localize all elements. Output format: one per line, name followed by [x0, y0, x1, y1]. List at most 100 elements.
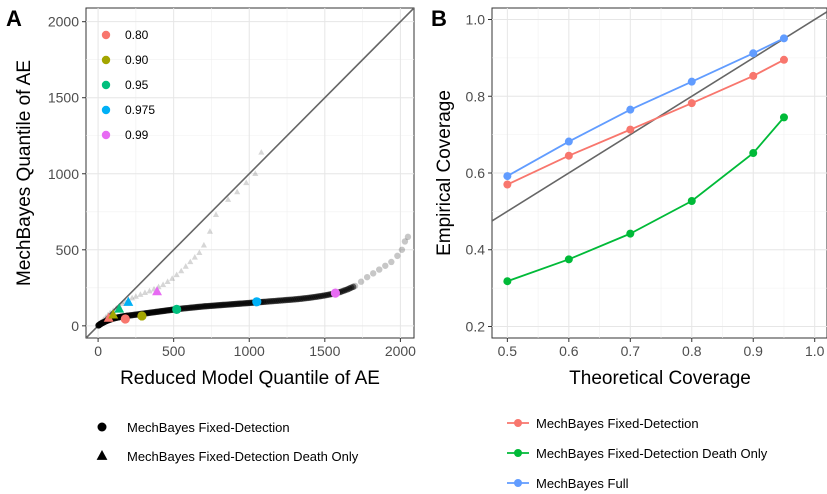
- data-point-triangle: [252, 170, 259, 176]
- legend-key-circle: [97, 422, 107, 432]
- data-point-circle: [357, 278, 365, 285]
- quantile-legend-label: 0.80: [125, 28, 149, 42]
- y-tick-label: 1.0: [466, 12, 486, 28]
- panel-a-y-axis-title: MechBayes Quantile of AE: [14, 60, 35, 286]
- y-tick-label: 500: [56, 242, 80, 258]
- panel-a: 0 500 1000 1500 2000 0 500 1000 1500 2000 A Reduc…: [6, 6, 416, 389]
- data-point-triangle: [137, 291, 144, 297]
- y-tick-label: 0.2: [466, 318, 486, 334]
- x-tick-label: 0.9: [744, 343, 764, 359]
- series-point: [779, 34, 788, 43]
- quantile-point-circle: [252, 297, 262, 307]
- data-point-circle: [394, 252, 401, 260]
- series-point: [749, 71, 758, 80]
- legend-label: MechBayes Fixed-Detection Death Only: [536, 446, 768, 461]
- data-point-circle: [382, 262, 389, 269]
- series-point: [503, 172, 512, 181]
- series-line: [507, 116, 785, 283]
- data-point-triangle: [132, 293, 139, 299]
- quantile-legend-label: 0.975: [125, 103, 155, 117]
- quantile-legend-key: [101, 55, 111, 65]
- data-point-circle: [363, 273, 371, 281]
- x-tick-label: 0.8: [682, 343, 702, 359]
- series-point: [779, 113, 788, 122]
- series-point: [687, 77, 696, 86]
- legend-key-point: [514, 479, 522, 487]
- quantile-legend-key: [101, 105, 111, 115]
- panel-b-x-axis-title: Theoretical Coverage: [569, 368, 751, 389]
- data-point-triangle: [200, 241, 207, 248]
- quantile-point-triangle: [114, 303, 125, 313]
- quantile-point-triangle: [123, 296, 134, 306]
- data-point-triangle: [187, 258, 194, 265]
- quantile-point-triangle: [103, 312, 114, 322]
- series-point: [564, 151, 573, 160]
- data-point-circle: [349, 283, 357, 291]
- quantile-legend-label: 0.95: [125, 78, 149, 92]
- quantile-legend-key: [101, 80, 111, 90]
- series-point: [564, 255, 573, 264]
- data-point-triangle: [178, 267, 185, 274]
- data-point-triangle: [206, 228, 214, 234]
- reference-line: [86, 8, 414, 338]
- data-point-triangle: [196, 249, 203, 256]
- y-tick-label: 0.8: [466, 88, 486, 104]
- series-point: [687, 99, 696, 108]
- data-point-triangle: [169, 275, 176, 281]
- quantile-point-triangle: [152, 286, 162, 296]
- y-tick-label: 2000: [48, 14, 79, 30]
- data-point-circle: [388, 258, 395, 266]
- data-point-triangle: [146, 287, 153, 294]
- data-point-triangle: [119, 300, 126, 306]
- series-point: [503, 277, 512, 286]
- panel-b: 0.5 0.6 0.7 0.8 0.9 1.0 0.2 0.4 0.6 0.8 1.0 B Theo…: [431, 6, 827, 389]
- legend-label: MechBayes Full: [536, 476, 629, 491]
- quantile-legend-key: [101, 130, 111, 140]
- series-point: [564, 137, 573, 146]
- y-tick-label: 0.4: [466, 242, 486, 258]
- y-tick-label: 0.6: [466, 165, 486, 181]
- data-point-circle: [401, 238, 409, 245]
- series-point: [626, 125, 635, 134]
- legend-label: MechBayes Fixed-Detection: [536, 416, 699, 431]
- y-tick-label: 1500: [48, 90, 79, 106]
- panel-a-ticks: 0 500 1000 1500 2000 0 500 1000 1500 2000: [48, 14, 416, 359]
- panel-a-quantile-legend: 0.80 0.90 0.95 0.975 0.99: [101, 28, 155, 142]
- x-tick-label: 0.6: [559, 343, 579, 359]
- data-point-triangle: [164, 278, 171, 284]
- x-tick-label: 0.5: [498, 343, 518, 359]
- x-tick-label: 0.7: [621, 343, 641, 359]
- series-point: [687, 197, 696, 206]
- quantile-legend-key: [101, 30, 111, 40]
- quantile-point-circle: [120, 314, 130, 324]
- data-point-triangle: [191, 254, 198, 260]
- legend-key-point: [514, 419, 522, 427]
- series-point: [626, 229, 635, 238]
- panel-b-letter: B: [431, 6, 447, 31]
- quantile-point-triangle: [108, 309, 119, 319]
- panel-b-y-axis-title: Empirical Coverage: [434, 90, 455, 256]
- x-tick-label: 0: [94, 343, 102, 359]
- legend-key-point: [514, 449, 522, 457]
- panel-a-x-axis-title: Reduced Model Quantile of AE: [120, 368, 380, 389]
- series-point: [626, 105, 635, 114]
- quantile-point-circle: [172, 304, 182, 315]
- panel-a-marks: [86, 8, 414, 338]
- panel-a-grid: [86, 8, 414, 338]
- x-tick-label: 500: [162, 343, 186, 359]
- data-point-triangle: [225, 196, 232, 202]
- legend-key-triangle: [96, 450, 108, 460]
- data-point-circle: [369, 270, 377, 277]
- data-point-circle: [398, 246, 406, 253]
- panel-a-letter: A: [6, 6, 22, 31]
- quantile-point-circle: [137, 311, 147, 321]
- y-tick-label: 0: [71, 318, 79, 334]
- data-point-circle: [376, 266, 383, 273]
- x-tick-label: 2000: [385, 343, 416, 359]
- series-point: [749, 49, 758, 58]
- data-point-triangle: [234, 188, 241, 195]
- data-point-triangle: [129, 294, 136, 301]
- data-point-triangle: [182, 263, 189, 269]
- data-point-triangle: [258, 149, 265, 155]
- y-tick-label: 1000: [48, 166, 79, 182]
